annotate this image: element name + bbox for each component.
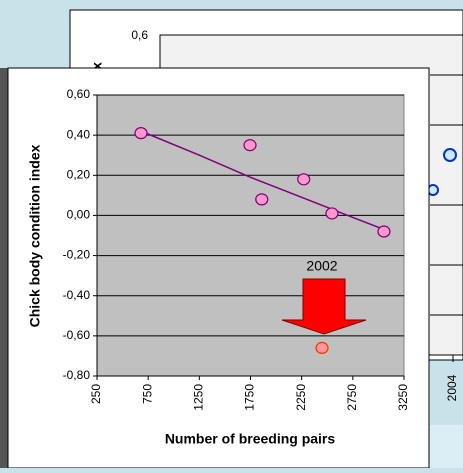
data-point	[315, 341, 329, 354]
y-tick-label: 0,60	[67, 87, 91, 101]
data-point	[255, 193, 269, 206]
data-point	[134, 127, 148, 140]
y-tick-label: 0,20	[67, 167, 91, 181]
x-axis-label: Number of breeding pairs	[165, 431, 336, 447]
x-tick-label: 2750	[345, 384, 359, 411]
x-tick-label: 750	[140, 384, 154, 404]
y-tick-label: 0,00	[67, 208, 91, 222]
y-tick-label: -0,20	[63, 248, 91, 262]
back-y-label: x	[89, 62, 105, 70]
back-panel	[430, 425, 463, 468]
data-point	[377, 225, 391, 238]
y-tick-label: 0,40	[67, 127, 91, 141]
data-point	[243, 139, 257, 152]
data-point	[297, 173, 311, 186]
back-grid	[430, 74, 463, 362]
y-tick-label: -0,60	[63, 328, 91, 342]
x-tick-label: 2250	[294, 384, 308, 411]
x-tick-label: 3250	[396, 384, 410, 411]
annotation: 2002	[306, 258, 337, 274]
back-point	[443, 148, 457, 162]
back-y-tick: 0,6	[131, 28, 148, 42]
x-tick-label: 1250	[192, 384, 206, 411]
y-tick-label: -0,80	[63, 368, 91, 382]
x-tick-label: 1750	[243, 384, 257, 411]
annotation-arrow	[281, 278, 367, 335]
data-point	[325, 207, 339, 220]
y-axis-label: Chick body condition index	[27, 144, 43, 327]
x-tick-label: 250	[89, 384, 103, 404]
back-x-tick: 2004	[445, 374, 459, 401]
y-tick-label: -0,40	[63, 288, 91, 302]
trend-line	[140, 130, 385, 231]
